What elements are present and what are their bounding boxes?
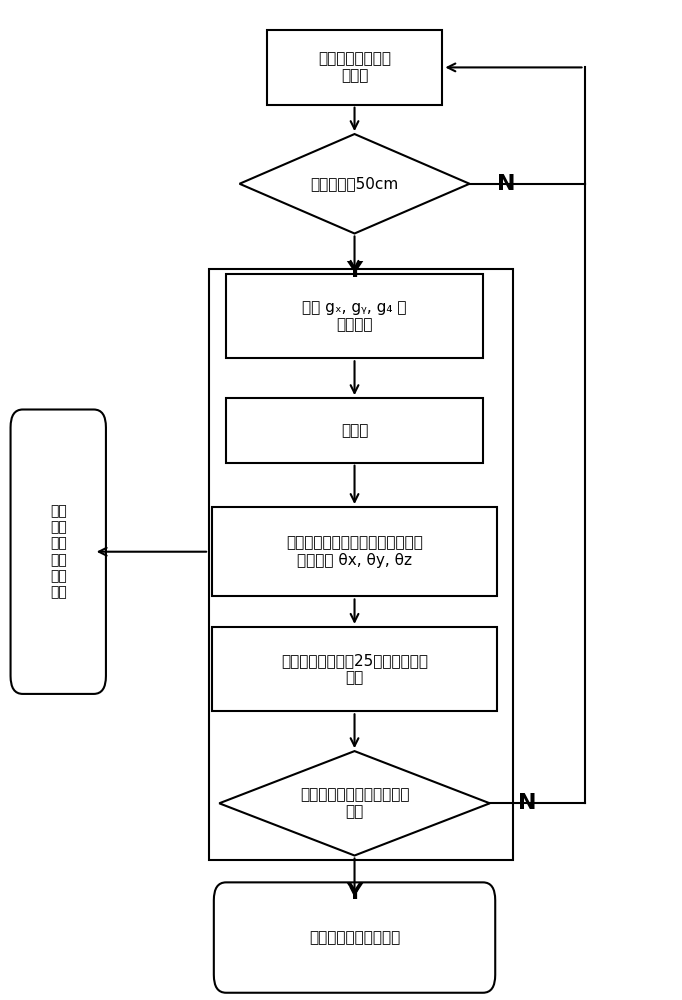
FancyBboxPatch shape [10, 410, 106, 694]
Text: N: N [497, 174, 516, 194]
Text: 在一定时间内（全25）计算角度的
变化: 在一定时间内（全25）计算角度的 变化 [281, 653, 428, 685]
Text: 获得 gₓ, gᵧ, g₄ 三
轴加速度: 获得 gₓ, gᵧ, g₄ 三 轴加速度 [302, 300, 406, 332]
FancyBboxPatch shape [213, 507, 496, 596]
Polygon shape [239, 134, 469, 233]
Text: 水的深度＞50cm: 水的深度＞50cm [310, 176, 399, 191]
FancyBboxPatch shape [214, 882, 495, 993]
Text: Y: Y [346, 883, 363, 903]
Text: N: N [518, 793, 536, 813]
Polygon shape [219, 751, 490, 856]
Text: 通过微处理器发出报警: 通过微处理器发出报警 [309, 930, 400, 945]
FancyBboxPatch shape [226, 398, 483, 463]
FancyBboxPatch shape [226, 274, 483, 358]
Text: 计算三个方向的加速度和重力加速
度的角度 θx, θy, θz: 计算三个方向的加速度和重力加速 度的角度 θx, θy, θz [286, 536, 423, 568]
Text: 判断角度的变化是否小于阈
値？: 判断角度的变化是否小于阈 値？ [300, 787, 409, 820]
Text: Y: Y [346, 261, 363, 281]
Text: 通过
自救
按鈕
人为
发出
报警: 通过 自救 按鈕 人为 发出 报警 [50, 504, 67, 599]
Text: 从水压传感器获得
的数据: 从水压传感器获得 的数据 [318, 51, 391, 84]
FancyBboxPatch shape [213, 627, 496, 711]
Text: 滤波器: 滤波器 [341, 423, 368, 438]
FancyBboxPatch shape [267, 30, 443, 105]
